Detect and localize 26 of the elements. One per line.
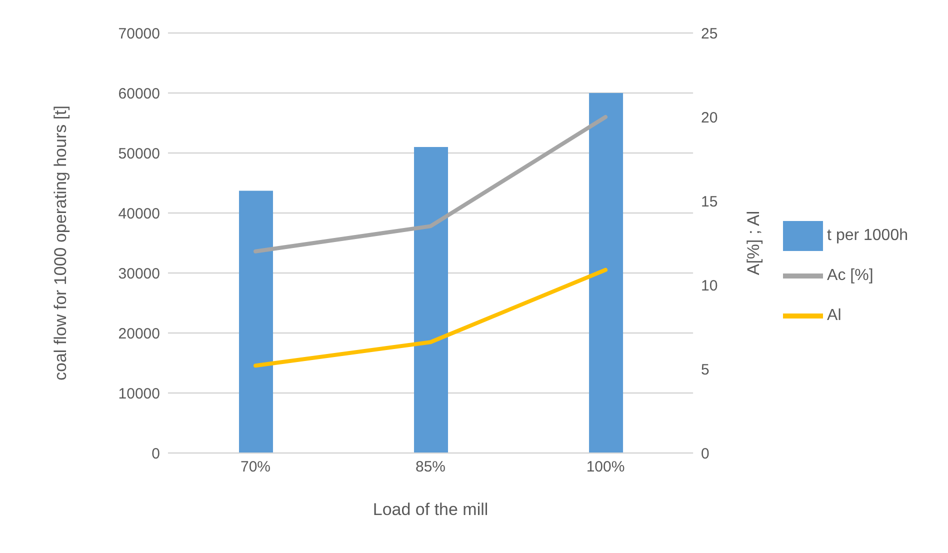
y-tick-label: 70000 bbox=[118, 25, 160, 42]
y2-tick-label: 10 bbox=[701, 277, 718, 294]
y-axis-title: coal flow for 1000 operating hours [t] bbox=[51, 106, 70, 380]
bar bbox=[589, 93, 624, 453]
x-tick-label: 70% bbox=[240, 458, 271, 476]
bar bbox=[414, 147, 448, 453]
y-tick-label: 30000 bbox=[118, 265, 160, 282]
y-tick-label: 60000 bbox=[118, 85, 160, 102]
legend-label: Ac [%] bbox=[827, 266, 874, 284]
y-tick-label: 40000 bbox=[118, 205, 160, 222]
y2-tick-label: 5 bbox=[701, 361, 710, 378]
y2-tick-label: 25 bbox=[701, 25, 718, 42]
x-tick-label: 85% bbox=[416, 458, 446, 476]
y-tick-label: 50000 bbox=[118, 145, 160, 162]
y2-axis-title: A[%] ; Al bbox=[744, 210, 764, 276]
legend-label: t per 1000h bbox=[827, 226, 908, 244]
y2-tick-label: 20 bbox=[701, 109, 718, 126]
x-tick-label: 100% bbox=[586, 458, 625, 476]
y-tick-label: 20000 bbox=[118, 325, 160, 342]
legend-label: Al bbox=[827, 306, 842, 324]
y-tick-label: 10000 bbox=[118, 385, 160, 402]
y2-tick-label: 15 bbox=[701, 193, 718, 210]
y2-tick-label: 0 bbox=[701, 445, 710, 462]
bar bbox=[239, 190, 273, 453]
y-tick-label: 0 bbox=[152, 445, 160, 462]
x-axis-title: Load of the mill bbox=[372, 500, 488, 519]
